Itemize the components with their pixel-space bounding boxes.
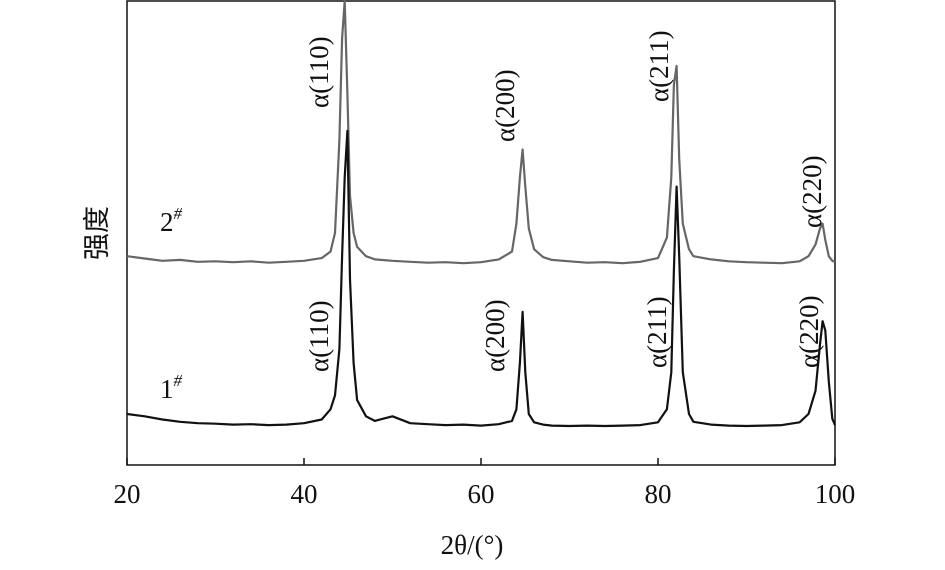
x-axis-label: 2θ/(°) — [441, 530, 504, 560]
peak-annotation: α(220) — [794, 295, 824, 368]
peak-annotation: α(211) — [644, 30, 674, 102]
x-tick-label: 20 — [114, 479, 141, 509]
series-label-main: 1 — [160, 374, 174, 404]
series-label-sup: # — [174, 371, 183, 390]
peak-annotation: α(110) — [304, 300, 334, 372]
series-label: 2# — [160, 204, 183, 237]
x-tick-label: 60 — [468, 479, 495, 509]
x-tick-label: 80 — [645, 479, 672, 509]
series-line — [126, 129, 837, 428]
peak-annotation: α(200) — [490, 69, 520, 142]
peak-annotation: α(211) — [642, 296, 672, 368]
series-label-sup: # — [174, 204, 183, 223]
x-tick-label: 40 — [291, 479, 318, 509]
series-label-main: 2 — [160, 207, 174, 237]
peak-annotation: α(200) — [480, 299, 510, 372]
y-axis-label: 强度 — [82, 206, 112, 260]
series-label: 1# — [160, 371, 183, 404]
x-tick-label: 100 — [815, 479, 856, 509]
peak-annotation: α(220) — [797, 155, 827, 228]
plot-frame — [126, 0, 836, 466]
series-line — [126, 0, 836, 265]
peak-annotation: α(110) — [304, 36, 334, 108]
